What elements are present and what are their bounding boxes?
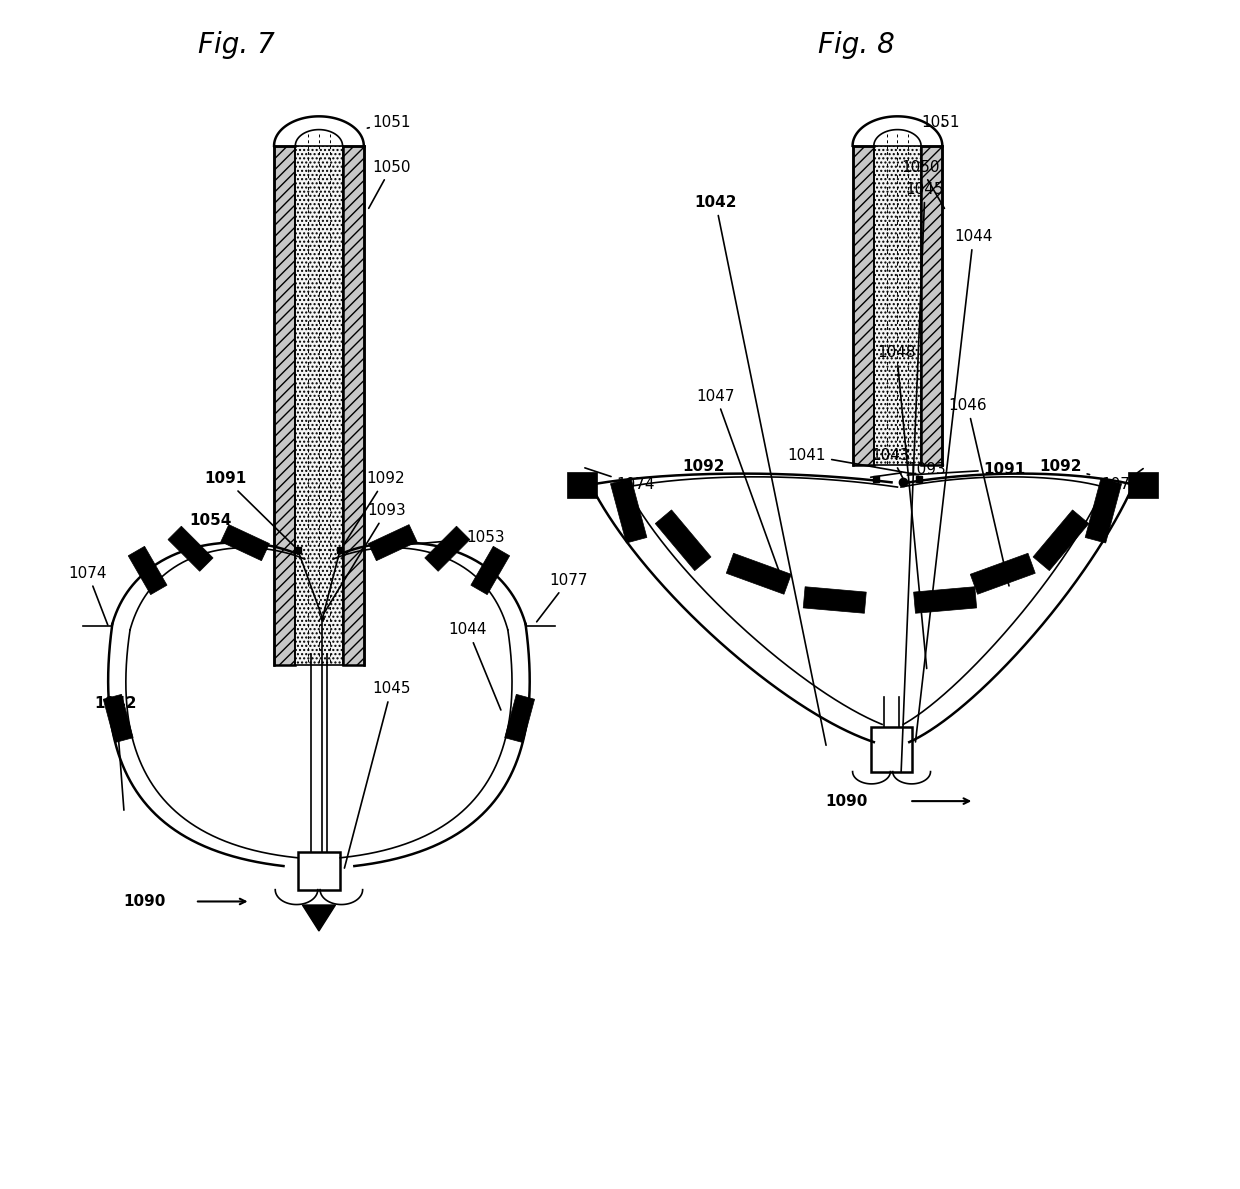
Polygon shape (274, 146, 295, 666)
Polygon shape (921, 146, 942, 465)
Polygon shape (804, 586, 867, 614)
Text: 1045: 1045 (345, 681, 410, 868)
Text: 1093: 1093 (870, 461, 946, 477)
Text: 1044: 1044 (915, 229, 993, 742)
Text: 1090: 1090 (123, 894, 165, 908)
Bar (872, 726, 911, 772)
Polygon shape (368, 524, 417, 561)
Text: 1042: 1042 (694, 195, 826, 746)
Polygon shape (1085, 478, 1121, 543)
Text: 1044: 1044 (449, 622, 501, 710)
Text: 1091: 1091 (908, 461, 1025, 477)
Text: 1043: 1043 (872, 448, 910, 482)
Polygon shape (295, 146, 342, 666)
Polygon shape (874, 146, 921, 465)
Polygon shape (655, 510, 711, 571)
Polygon shape (610, 478, 647, 543)
Text: 1093: 1093 (324, 503, 405, 614)
Text: 1048: 1048 (878, 345, 926, 668)
Text: 1092: 1092 (342, 471, 404, 546)
Text: 1047: 1047 (697, 389, 785, 586)
Polygon shape (342, 146, 363, 666)
Text: 1054: 1054 (188, 512, 260, 546)
Text: 1053: 1053 (378, 530, 505, 547)
Polygon shape (221, 524, 269, 561)
Text: 1042: 1042 (94, 696, 138, 810)
Polygon shape (425, 527, 470, 571)
Text: 1046: 1046 (949, 398, 1009, 586)
Polygon shape (1128, 472, 1158, 498)
Polygon shape (303, 905, 336, 931)
Polygon shape (970, 553, 1035, 594)
Polygon shape (471, 546, 510, 594)
Text: 1041: 1041 (787, 448, 919, 474)
Text: 1077: 1077 (537, 573, 588, 622)
Polygon shape (505, 694, 534, 743)
Text: 1092: 1092 (1039, 459, 1090, 474)
Polygon shape (1033, 510, 1089, 571)
Text: 1045: 1045 (901, 182, 944, 773)
Text: 1050: 1050 (368, 159, 410, 208)
Polygon shape (914, 586, 977, 614)
Text: 1074: 1074 (68, 566, 108, 625)
Polygon shape (853, 146, 874, 465)
Text: 1092: 1092 (680, 459, 725, 476)
Text: 1051: 1051 (921, 114, 960, 130)
Polygon shape (727, 553, 791, 594)
Polygon shape (568, 472, 596, 498)
Polygon shape (167, 527, 213, 571)
Text: 1050: 1050 (901, 159, 945, 208)
Text: 1051: 1051 (367, 114, 410, 130)
Text: Fig. 7: Fig. 7 (198, 31, 274, 59)
Text: Fig. 8: Fig. 8 (817, 31, 894, 59)
Text: 1077: 1077 (1101, 468, 1143, 492)
Bar (298, 851, 340, 889)
Text: 1074: 1074 (585, 467, 655, 492)
Text: 1091: 1091 (205, 471, 295, 547)
Polygon shape (128, 546, 167, 594)
Polygon shape (103, 694, 133, 743)
Text: 1090: 1090 (826, 793, 868, 809)
